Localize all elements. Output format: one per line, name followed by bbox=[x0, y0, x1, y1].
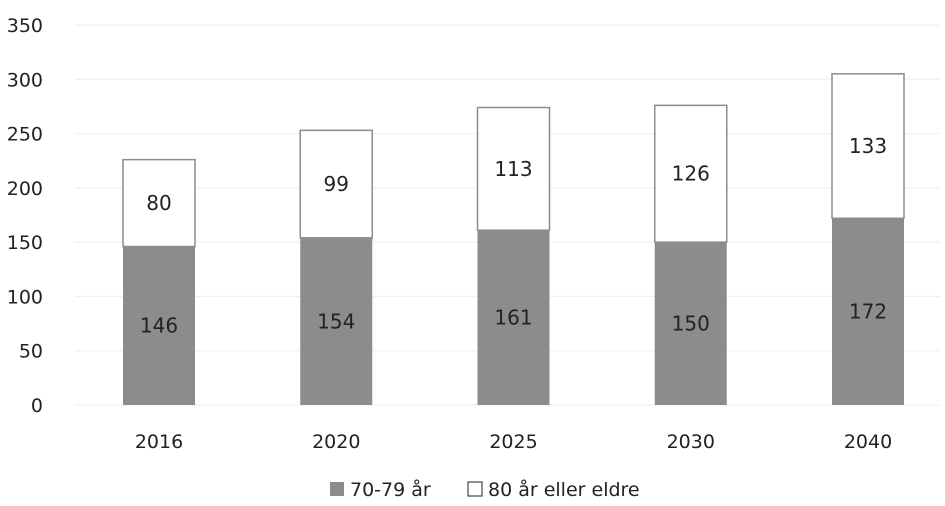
x-tick-label: 2025 bbox=[489, 431, 537, 453]
bar-segment bbox=[654, 104, 728, 243]
x-tick-label: 2040 bbox=[844, 431, 892, 453]
y-axis-tick-labels: 0 50 100 150 200 250 300 350 bbox=[7, 15, 43, 417]
bar-segment bbox=[300, 237, 373, 405]
legend-label: 70-79 år bbox=[350, 478, 431, 501]
y-tick-label: 250 bbox=[7, 124, 43, 146]
data-label: 161 bbox=[494, 306, 532, 330]
data-label: 146 bbox=[140, 314, 178, 338]
data-label: 150 bbox=[672, 312, 710, 336]
bar-segment bbox=[299, 129, 373, 239]
y-tick-label: 200 bbox=[7, 178, 43, 200]
data-label: 172 bbox=[849, 300, 887, 324]
x-axis-tick-labels: 2016 2020 2025 2030 2040 bbox=[135, 431, 892, 453]
bar-segment bbox=[477, 230, 550, 405]
y-tick-label: 100 bbox=[7, 286, 43, 308]
legend: 70-79 år 80 år eller eldre bbox=[330, 478, 640, 501]
bar-segment bbox=[832, 218, 904, 405]
data-label: 113 bbox=[494, 157, 532, 181]
bar-segment bbox=[123, 246, 195, 405]
bar-segment bbox=[654, 242, 727, 405]
bar-segment bbox=[122, 158, 196, 248]
data-labels: 146 80 154 99 161 113 150 126 172 133 bbox=[140, 134, 887, 338]
legend-swatch bbox=[330, 482, 344, 496]
bars bbox=[122, 73, 905, 405]
bar-segment bbox=[831, 73, 905, 220]
bar-segment bbox=[476, 106, 551, 231]
data-label: 126 bbox=[672, 162, 710, 186]
data-label: 80 bbox=[146, 191, 171, 215]
y-tick-label: 150 bbox=[7, 232, 43, 254]
x-tick-label: 2030 bbox=[667, 431, 715, 453]
y-tick-label: 0 bbox=[31, 395, 43, 417]
y-tick-label: 50 bbox=[19, 341, 43, 363]
x-tick-label: 2016 bbox=[135, 431, 183, 453]
x-tick-label: 2020 bbox=[312, 431, 360, 453]
legend-swatch bbox=[467, 481, 483, 497]
y-tick-label: 350 bbox=[7, 15, 43, 37]
data-label: 133 bbox=[849, 134, 887, 158]
y-tick-label: 300 bbox=[7, 69, 43, 91]
data-label: 154 bbox=[317, 309, 355, 333]
data-label: 99 bbox=[324, 172, 349, 196]
legend-label: 80 år eller eldre bbox=[488, 478, 640, 501]
